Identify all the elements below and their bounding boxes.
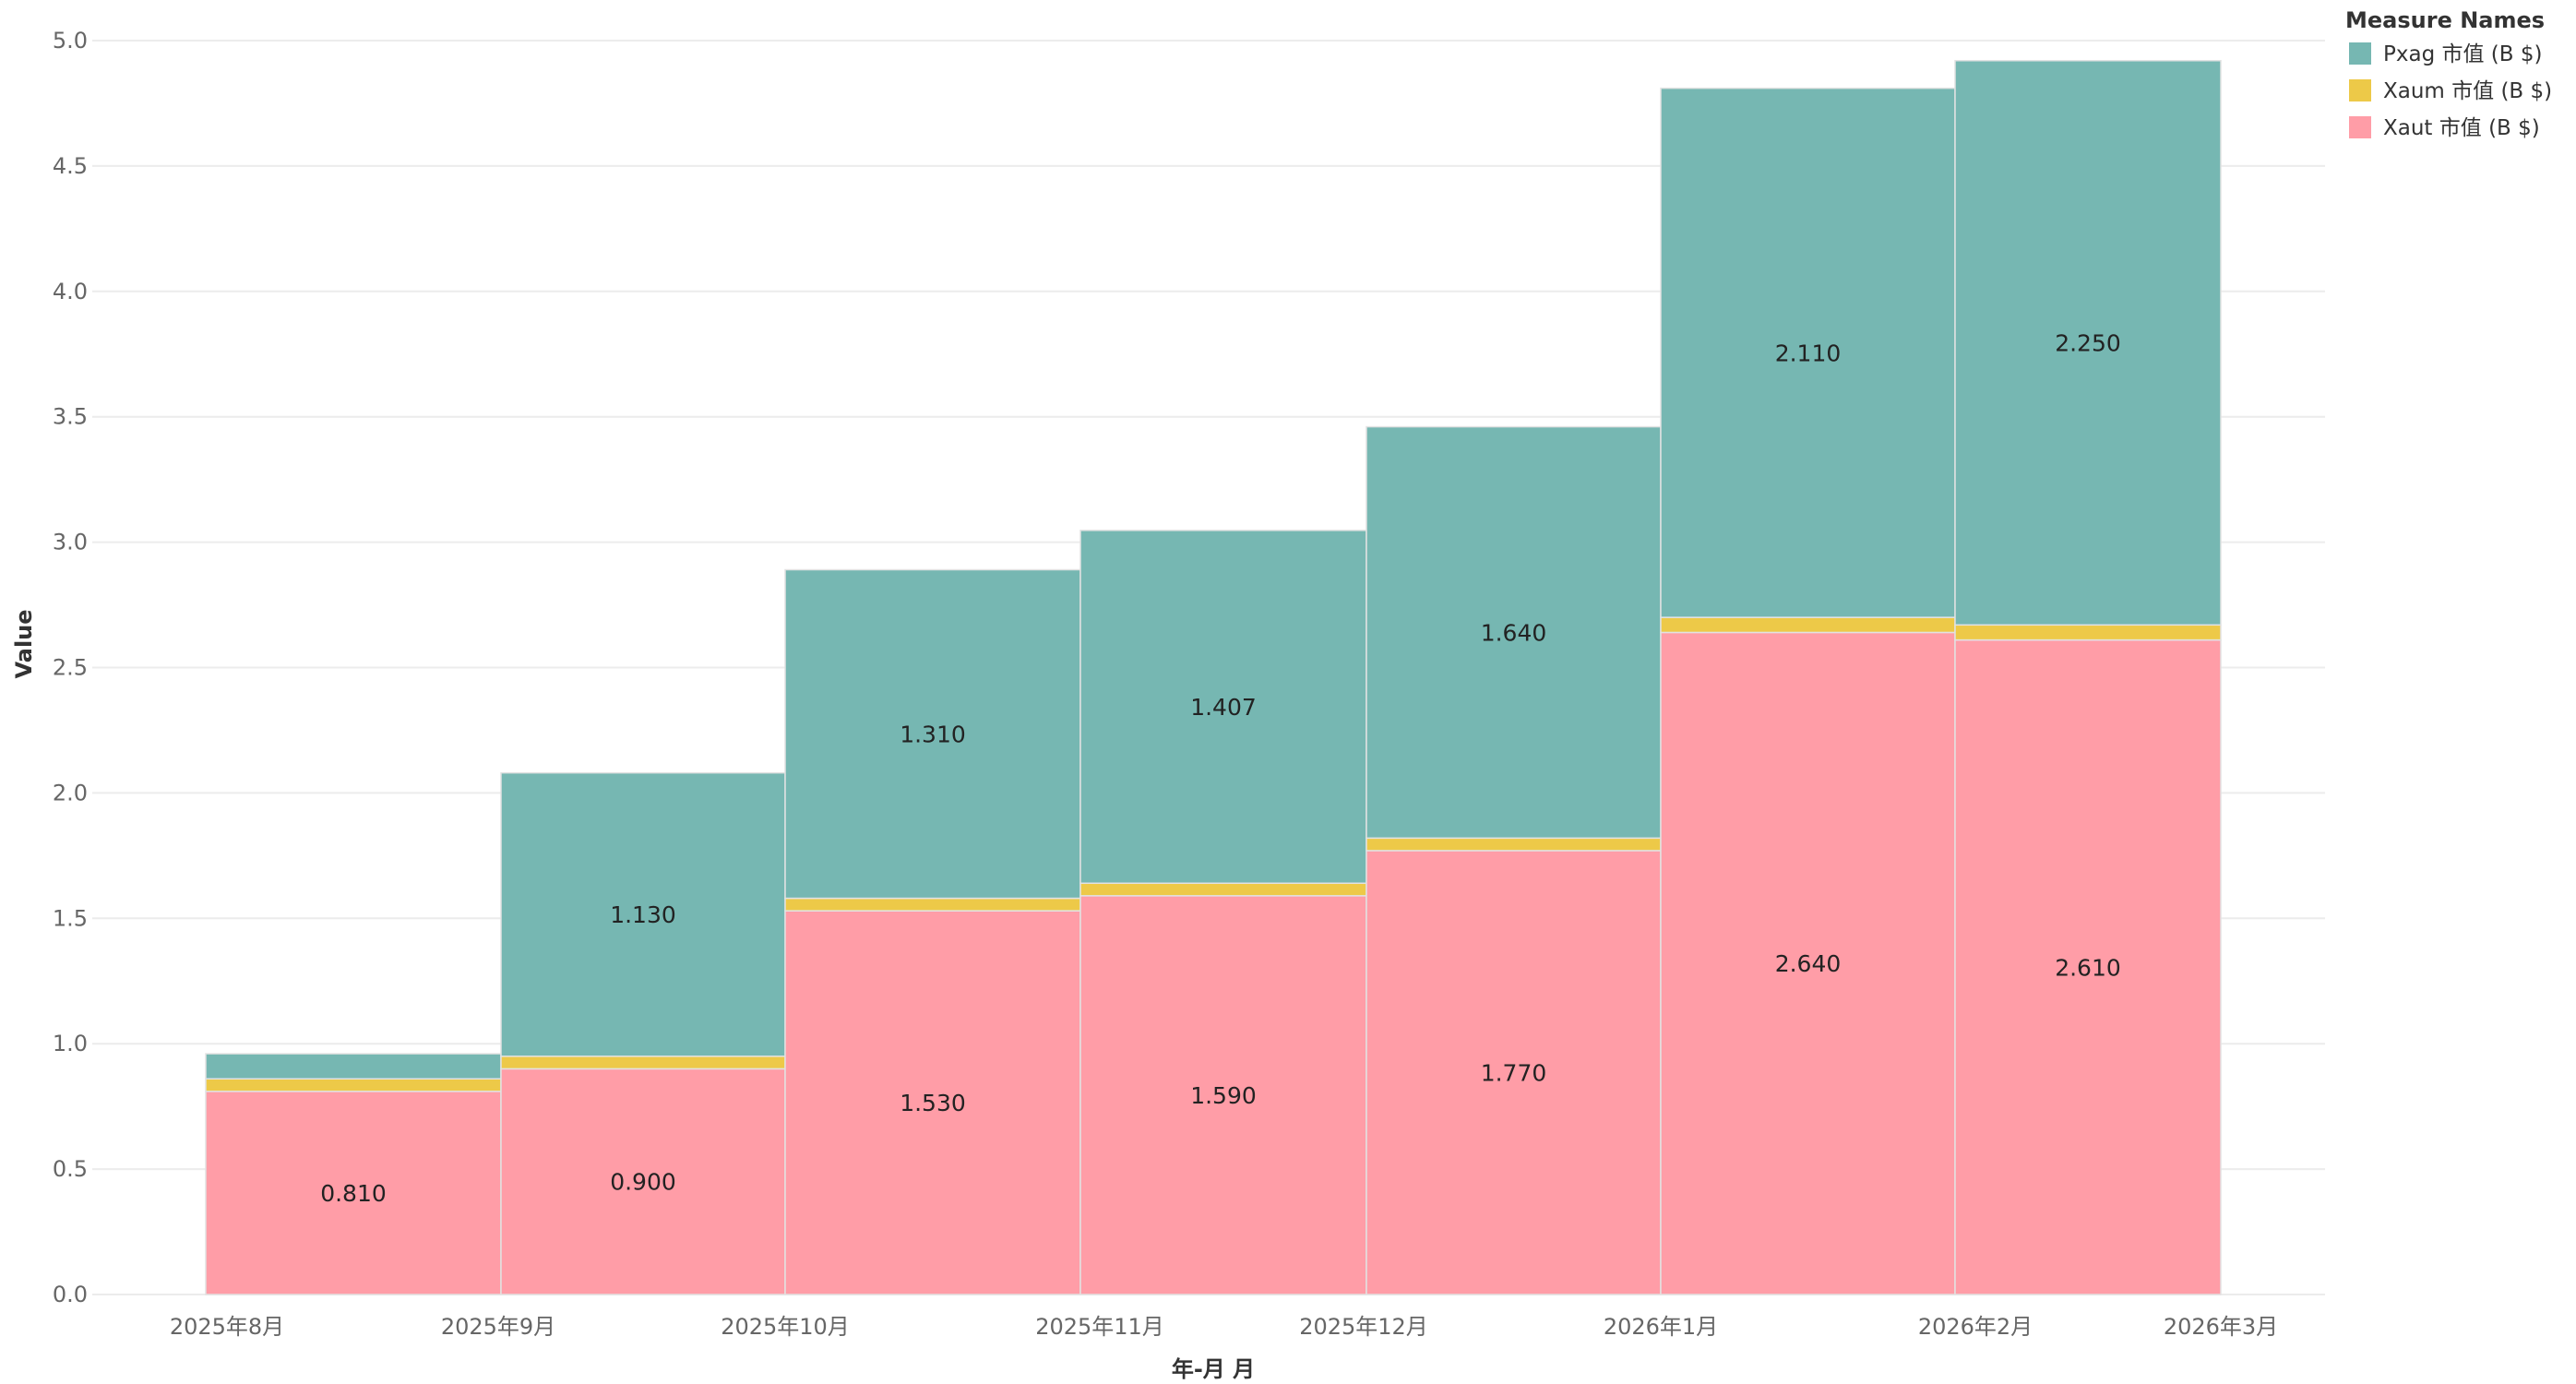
bar-segment	[1079, 530, 1367, 884]
y-tick-label: 2.5	[53, 655, 88, 681]
y-tick-label: 1.5	[53, 905, 88, 931]
bar-segment	[205, 1078, 502, 1092]
y-axis: 0.0 0.5 1.0 1.5 2.0 2.5 3.0 3.5 4.0 4.5 5.0	[53, 28, 88, 1307]
data-label: 1.640	[1481, 619, 1547, 646]
x-tick-label: 2025年11月	[1035, 1314, 1164, 1340]
y-tick-label: 1.0	[53, 1031, 88, 1056]
data-label: 0.810	[320, 1180, 387, 1207]
data-label: 1.590	[1190, 1082, 1257, 1109]
y-tick-label: 3.0	[53, 530, 88, 555]
bar-segment	[784, 910, 1081, 1295]
bars	[205, 59, 2222, 1295]
bar-segment	[1954, 638, 2222, 1295]
legend-label: Pxag 市值 (B $)	[2383, 42, 2542, 66]
data-label: 1.130	[610, 901, 676, 928]
bar-segment	[1366, 425, 1662, 840]
bar-segment	[1366, 837, 1662, 852]
x-tick-label: 2025年8月	[170, 1314, 284, 1340]
y-tick-label: 5.0	[53, 28, 88, 54]
bar-segment	[500, 1068, 786, 1295]
x-tick-label: 2026年3月	[2164, 1314, 2278, 1340]
y-tick-label: 2.0	[53, 780, 88, 805]
legend-swatch	[2349, 42, 2371, 65]
bar-segment	[1079, 882, 1367, 897]
bar-segment	[500, 771, 786, 1057]
y-tick-label: 0.5	[53, 1156, 88, 1182]
data-label: 1.407	[1190, 694, 1257, 721]
legend-label: Xaut 市值 (B $)	[2383, 116, 2540, 140]
bar-segment	[784, 897, 1081, 912]
x-tick-label: 2025年10月	[721, 1314, 850, 1340]
bar-segment	[1660, 87, 1956, 618]
bar-segment	[500, 1056, 786, 1070]
bar-segment	[1954, 59, 2222, 626]
x-tick-label: 2025年12月	[1299, 1314, 1428, 1340]
legend: Measure Names Pxag 市值 (B $) Xaum 市值 (B $)…	[2345, 7, 2552, 140]
legend-label: Xaum 市值 (B $)	[2383, 79, 2552, 103]
y-tick-label: 3.5	[53, 404, 88, 430]
bar-segment	[1660, 616, 1956, 634]
data-label: 1.310	[900, 722, 966, 748]
data-label: 2.250	[2055, 330, 2121, 357]
legend-swatch	[2349, 79, 2371, 101]
data-label: 1.770	[1481, 1059, 1547, 1086]
x-axis-title: 年-月 月	[1172, 1356, 1255, 1382]
data-labels: 0.810 0.900 1.130 1.530 1.310 1.590 1.407 1.770…	[320, 330, 2121, 1207]
bar-segment	[1954, 624, 2222, 641]
legend-swatch	[2349, 116, 2371, 138]
bar-segment	[1660, 631, 1956, 1295]
bar-segment	[205, 1091, 502, 1295]
x-axis: 2025年8月 2025年9月 2025年10月 2025年11月 2025年12月 20…	[170, 1314, 2278, 1340]
data-label: 0.900	[610, 1169, 676, 1196]
bar-segment	[1079, 895, 1367, 1295]
data-label: 2.610	[2055, 954, 2121, 981]
bar-segment	[205, 1053, 502, 1080]
x-tick-label: 2026年1月	[1604, 1314, 1718, 1340]
legend-title: Measure Names	[2345, 7, 2545, 33]
data-label: 1.530	[900, 1090, 966, 1116]
y-tick-label: 0.0	[53, 1282, 88, 1307]
bar-segment	[784, 568, 1081, 900]
y-tick-label: 4.5	[53, 153, 88, 179]
y-tick-label: 4.0	[53, 279, 88, 304]
data-label: 2.640	[1775, 950, 1842, 977]
x-tick-label: 2026年2月	[1918, 1314, 2033, 1340]
y-axis-title: Value	[11, 609, 37, 678]
data-label: 2.110	[1775, 340, 1842, 366]
x-tick-label: 2025年9月	[441, 1314, 555, 1340]
